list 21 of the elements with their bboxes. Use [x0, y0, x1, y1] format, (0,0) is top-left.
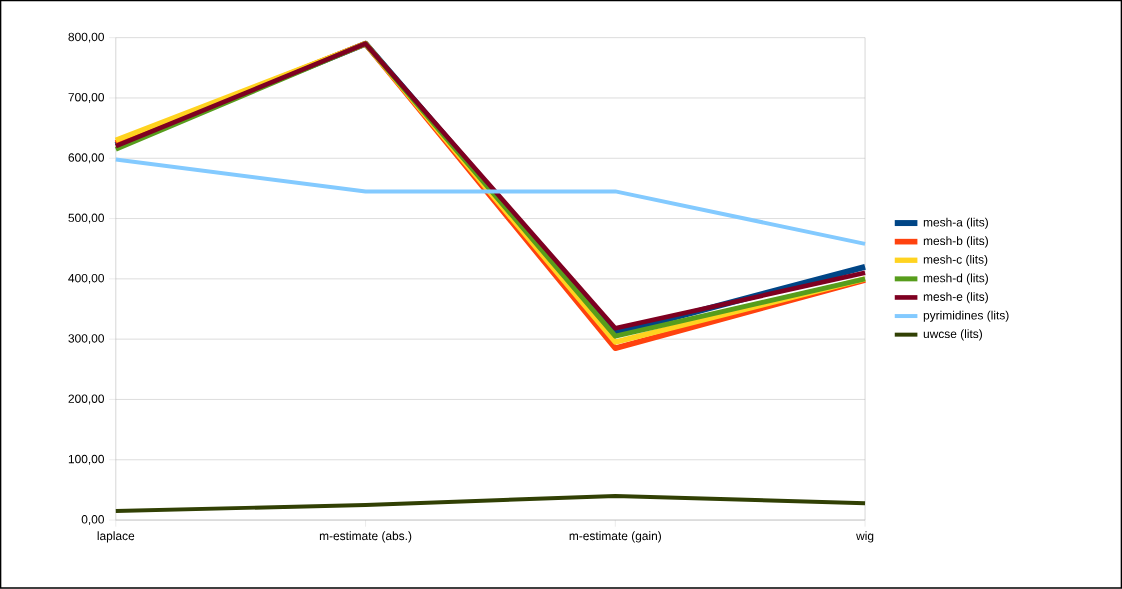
x-tick-label: laplace [97, 531, 135, 543]
y-tick-label: 700,00 [68, 93, 104, 104]
legend-label: mesh-c (lits) [923, 255, 988, 267]
y-tick-label: 200,00 [68, 394, 104, 405]
y-tick-label: 400,00 [68, 274, 104, 284]
legend-label: mesh-d (lits) [923, 273, 988, 285]
y-tick-label: 500,00 [68, 213, 104, 224]
y-tick-label: 600,00 [68, 153, 104, 164]
x-tick-label: m-estimate (gain) [569, 531, 661, 543]
y-tick-label: 300,00 [68, 334, 104, 345]
legend-label: mesh-b (lits) [923, 236, 988, 248]
line-series [113, 494, 868, 514]
x-tick-label: m-estimate (abs.) [319, 531, 412, 543]
y-tick-label: 100,00 [68, 454, 104, 465]
legend-label: mesh-e (lits) [923, 292, 988, 304]
legend-label: pyrimidines (lits) [923, 310, 1009, 323]
y-tick-label: 800,00 [68, 32, 104, 43]
legend-label: mesh-a (lits) [923, 217, 988, 230]
y-tick-label: 0,00 [81, 515, 105, 526]
legend-label: uwcse (lits) [923, 329, 982, 341]
x-tick-label: wig [856, 531, 874, 543]
